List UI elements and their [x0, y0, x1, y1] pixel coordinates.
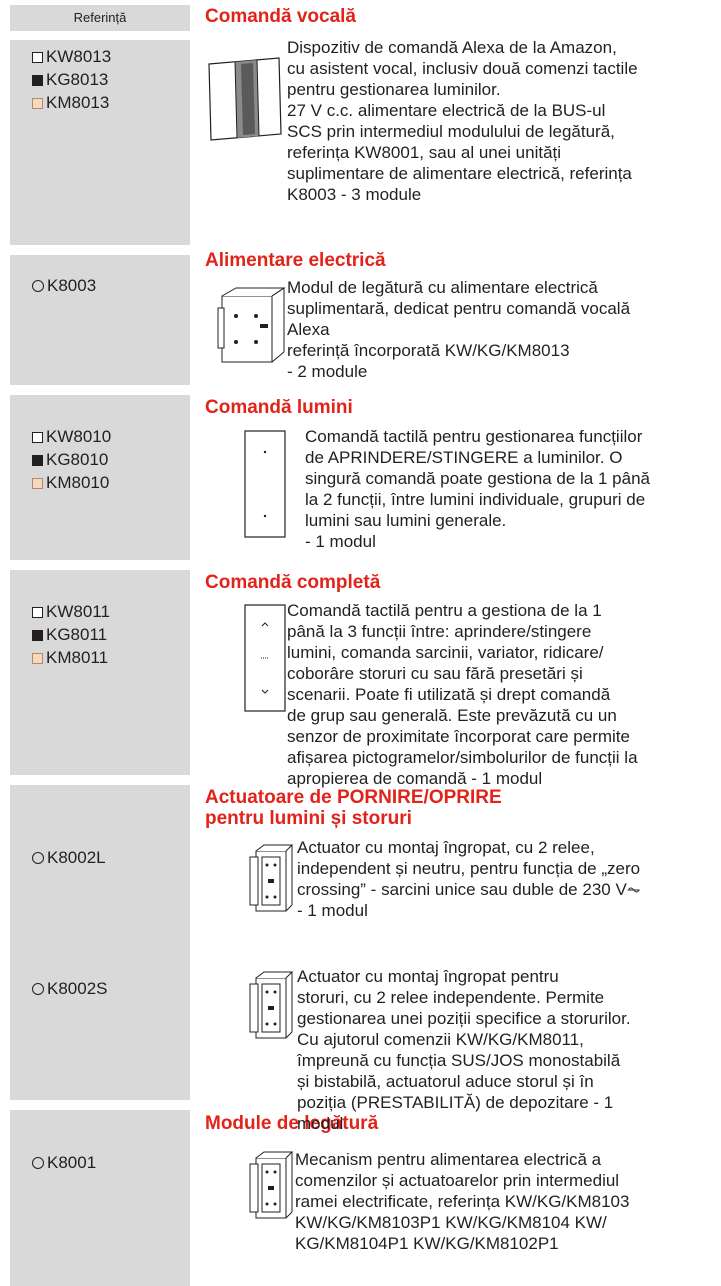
ref-box	[10, 40, 190, 245]
ref-row: KG8010	[32, 449, 108, 471]
section-title: Comandă vocală	[205, 6, 356, 27]
description-line: de APRINDERE/STINGERE a luminilor. O	[305, 448, 623, 467]
ref-code: KM8011	[46, 648, 109, 667]
description-line: până la 3 funcții între: aprindere/sting…	[287, 622, 592, 641]
description-line: storuri, cu 2 relee independente. Permit…	[297, 988, 605, 1007]
ref-box	[10, 255, 190, 385]
description-line: suplimentare de alimentare electrică, re…	[287, 164, 632, 183]
ref-row: K8002L	[32, 847, 106, 869]
ref-row: KM8013	[32, 92, 109, 114]
ref-code: KG8010	[46, 450, 109, 469]
description-line: lumini, comanda sarcinii, variator, ridi…	[287, 643, 604, 662]
ref-row: KM8011	[32, 647, 108, 669]
description-line: referința KW8001, sau al unei unități	[287, 143, 562, 162]
description-line: referință încorporată KW/KG/KM8013	[287, 341, 570, 360]
ref-code: KG8013	[46, 70, 109, 89]
ref-row: KG8013	[32, 69, 108, 91]
ref-row: K8001	[32, 1152, 96, 1174]
description-line: KG/KM8104P1 KW/KG/KM8102P1	[295, 1234, 559, 1253]
description-line: pentru gestionarea luminilor.	[287, 80, 501, 99]
description-line: K8003 - 3 module	[287, 185, 422, 204]
description-line: singură comandă poate gestiona de la 1 p…	[305, 469, 650, 488]
product-image	[249, 844, 294, 912]
description-line: Dispozitiv de comandă Alexa de la Amazon…	[287, 38, 617, 57]
description-line: ramei electrificate, referința KW/KG/KM8…	[295, 1192, 630, 1211]
description: Modul de legătură cu alimentare electric…	[287, 277, 630, 382]
description-line: modul	[297, 1114, 344, 1133]
ref-code: K8002L	[47, 848, 106, 867]
description-line: împreună cu funcția SUS/JOS monostabilă	[297, 1051, 621, 1070]
product-image	[249, 1151, 294, 1219]
description-line: lumini sau lumini generale.	[305, 511, 507, 530]
description-line: cu asistent vocal, inclusiv două comenzi…	[287, 59, 638, 78]
description-line: coborâre storuri cu sau fără presetări ș…	[287, 664, 583, 683]
ref-code: KW8010	[46, 427, 112, 446]
description: Comandă tactilă pentru gestionarea funcț…	[305, 426, 650, 552]
ref-code: KM8013	[46, 93, 110, 112]
description-line: la 2 funcții, între lumini individuale, …	[305, 490, 646, 509]
description-line: poziția (PRESTABILITĂ) de depozitare - 1	[297, 1093, 614, 1112]
description: Comandă tactilă pentru a gestiona de la …	[287, 600, 638, 789]
ref-row: KW8010	[32, 426, 111, 448]
product-image	[244, 430, 286, 538]
description-line: KW/KG/KM8103P1 KW/KG/KM8104 KW/	[295, 1213, 607, 1232]
description-line: comenzilor și actuatoarelor prin interme…	[295, 1171, 620, 1190]
description-line: independent și neutru, pentru funcția de…	[297, 859, 641, 878]
product-image	[244, 604, 286, 712]
description-line: apropierea de comandă - 1 modul	[287, 769, 543, 788]
ref-row: K8003	[32, 275, 96, 297]
ref-code: KM8010	[46, 473, 110, 492]
ref-row: KW8013	[32, 46, 111, 68]
product-image	[217, 287, 286, 363]
description-line: gestionarea unei poziții specifice a sto…	[297, 1009, 631, 1028]
ref-code: KG8011	[46, 625, 108, 644]
product-image	[249, 971, 294, 1039]
description-line: Alexa	[287, 320, 330, 339]
description-line: afișarea pictogramelor/simbolurilor de f…	[287, 748, 638, 767]
description: Actuator cu montaj îngropat pentru storur…	[297, 966, 631, 1134]
description-line: scenarii. Poate fi utilizată și drept co…	[287, 685, 611, 704]
ref-box	[10, 785, 190, 1100]
description-line: Comandă tactilă pentru a gestiona de la …	[287, 601, 602, 620]
ref-row: KG8011	[32, 624, 107, 646]
description-line: - 2 module	[287, 362, 368, 381]
product-image	[208, 57, 282, 141]
reference-header: Referință	[10, 5, 190, 31]
description: Dispozitiv de comandă Alexa de la Amazon…	[287, 37, 638, 205]
description-line: Mecanism pentru alimentarea electrică a	[295, 1150, 602, 1169]
description-line: Actuator cu montaj îngropat pentru	[297, 967, 559, 986]
ref-row: K8002S	[32, 978, 108, 1000]
description-line: suplimentară, dedicat pentru comandă voc…	[287, 299, 631, 318]
ref-code: KW8011	[46, 602, 110, 621]
ref-row: KM8010	[32, 472, 109, 494]
ref-code: K8001	[47, 1153, 97, 1172]
description-line: 27 V c.c. alimentare electrică de la BUS…	[287, 101, 606, 120]
description-line: Comandă tactilă pentru gestionarea funcț…	[305, 427, 643, 446]
description-line: crossing” - sarcini unice sau duble de 2…	[297, 880, 641, 899]
section-title: Alimentare electrică	[205, 250, 386, 271]
ref-box	[10, 570, 190, 775]
description-line: și bistabilă, actuatorul aduce storul și…	[297, 1072, 594, 1091]
section-title: Comandă completă	[205, 572, 381, 593]
description: Mecanism pentru alimentarea electrică a c…	[295, 1149, 629, 1254]
section-title: Actuatoare de PORNIRE/OPRIRE pentru lumi…	[205, 787, 502, 829]
description-line: Cu ajutorul comenzii KW/KG/KM8011,	[297, 1030, 584, 1049]
description-line: senzor de proximitate încorporat care pe…	[287, 727, 630, 746]
ref-code: KW8013	[46, 47, 112, 66]
ref-code: K8003	[47, 276, 97, 295]
ref-code: K8002S	[47, 979, 108, 998]
description-line: Actuator cu montaj îngropat, cu 2 relee,	[297, 838, 595, 857]
section-title: Module de legătură	[205, 1113, 379, 1134]
description-line: de grup sau generală. Este prevăzută cu …	[287, 706, 617, 725]
description-line: - 1 modul	[297, 901, 368, 920]
description-line: Modul de legătură cu alimentare electric…	[287, 278, 598, 297]
ref-box	[10, 1110, 190, 1286]
description-line: - 1 modul	[305, 532, 376, 551]
section-title: Comandă lumini	[205, 397, 353, 418]
ref-row: KW8011	[32, 601, 110, 623]
description-line: SCS prin intermediul modulului de legătu…	[287, 122, 615, 141]
description: Actuator cu montaj îngropat, cu 2 relee,…	[297, 837, 641, 921]
